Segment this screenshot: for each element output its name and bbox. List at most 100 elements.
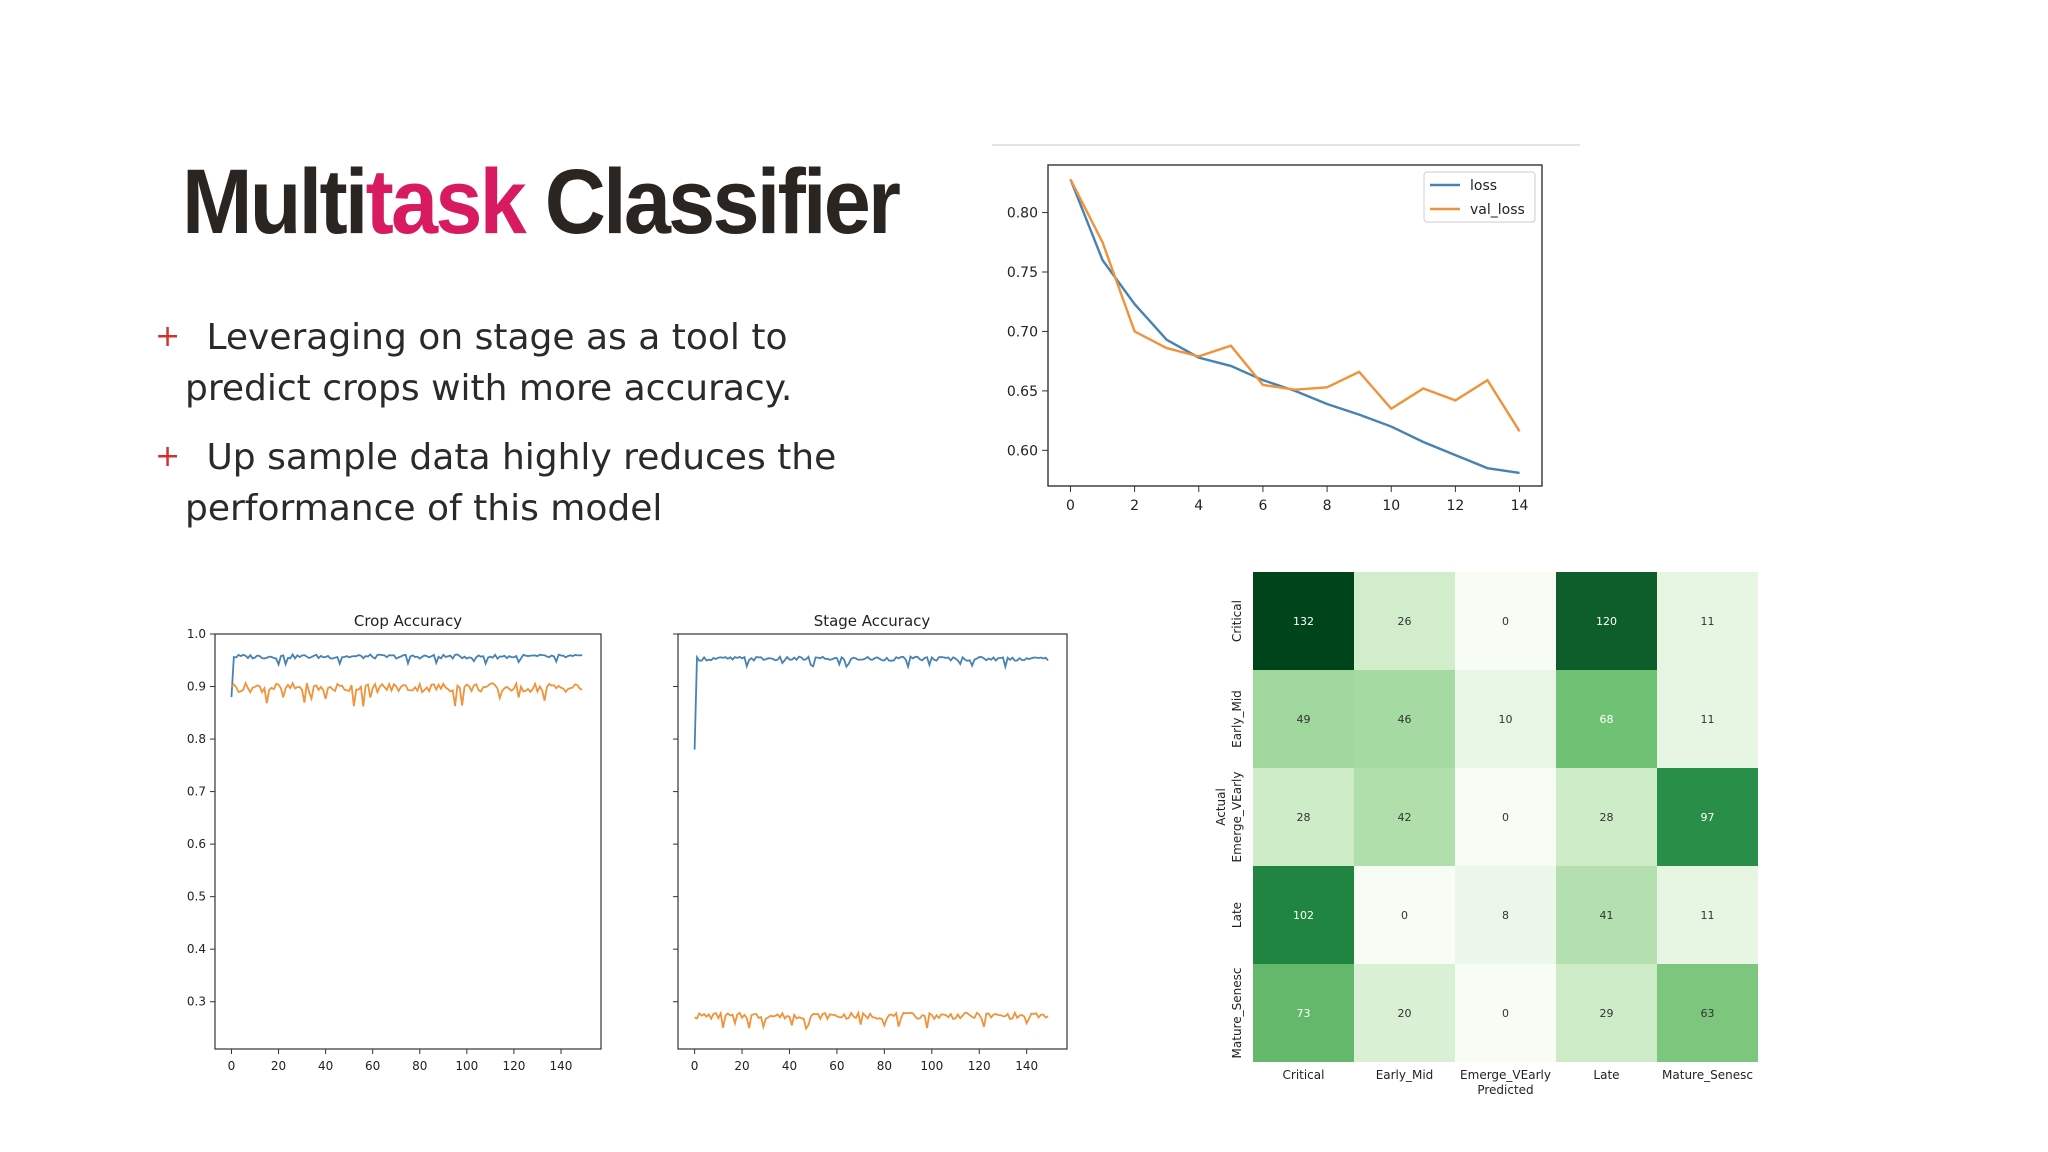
y-tick-label: 0.9	[187, 680, 206, 694]
bullet-line: Up sample data highly reduces the	[195, 437, 837, 478]
x-tick-label: 140	[1015, 1059, 1038, 1073]
x-tick-label: 10	[1382, 498, 1400, 514]
heatmap-cell-value: 73	[1297, 1007, 1311, 1020]
chart-title: Stage Accuracy	[814, 612, 931, 630]
heatmap-cell-value: 0	[1502, 615, 1509, 628]
x-tick-label: 100	[455, 1059, 478, 1073]
heatmap-cell-value: 28	[1297, 811, 1311, 824]
x-tick-label: 60	[365, 1059, 380, 1073]
heatmap-cell	[1657, 572, 1758, 670]
x-tick-label: 20	[271, 1059, 286, 1073]
y-tick-label: 0.60	[1007, 443, 1038, 459]
chart-title: Crop Accuracy	[354, 612, 462, 630]
y-tick-label: 0.7	[187, 785, 206, 799]
heatmap-col-label: Late	[1593, 1068, 1619, 1082]
x-tick-label: 120	[968, 1059, 991, 1073]
heatmap-row-label: Late	[1230, 902, 1244, 928]
y-tick-label: 0.65	[1007, 384, 1038, 400]
x-tick-label: 80	[877, 1059, 892, 1073]
x-tick-label: 8	[1323, 498, 1332, 514]
heatmap-cell	[1455, 866, 1556, 964]
bullet-item: + Up sample data highly reduces the perf…	[155, 432, 855, 534]
series-line-val_loss	[1069, 178, 1521, 432]
bullet-text: Up sample data highly reduces the perfor…	[185, 432, 837, 534]
bullet-item: + Leveraging on stage as a tool to predi…	[155, 312, 855, 414]
y-tick-label: 0.3	[187, 995, 206, 1009]
heatmap-cell	[1657, 866, 1758, 964]
heatmap-cell-value: 11	[1701, 615, 1715, 628]
heatmap-cell-value: 26	[1398, 615, 1412, 628]
legend-label: loss	[1470, 178, 1497, 194]
y-tick-label: 0.70	[1007, 324, 1038, 340]
accuracy-series-line	[694, 1010, 1049, 1031]
heatmap-cell-value: 0	[1401, 909, 1408, 922]
heatmap-cell	[1455, 670, 1556, 768]
accuracy-plot-frame	[214, 633, 602, 1050]
heatmap-cell	[1556, 768, 1657, 866]
heatmap-cell-value: 46	[1398, 713, 1412, 726]
heatmap-cell-value: 0	[1502, 1007, 1509, 1020]
y-tick-label: 0.80	[1007, 206, 1038, 222]
y-tick-label: 0.75	[1007, 265, 1038, 281]
heatmap-cell	[1657, 670, 1758, 768]
heatmap-cell	[1657, 768, 1758, 866]
heatmap-cell-value: 102	[1293, 909, 1314, 922]
heatmap-row-label: Emerge_VEarly	[1230, 772, 1244, 863]
bullet-text: Leveraging on stage as a tool to predict…	[185, 312, 792, 414]
heatmap-x-axis-label: Predicted	[1477, 1083, 1533, 1097]
legend-label: val_loss	[1470, 202, 1525, 218]
heatmap-cell	[1354, 572, 1455, 670]
heatmap-cell-value: 29	[1600, 1007, 1614, 1020]
heatmap-col-label: Emerge_VEarly	[1460, 1068, 1551, 1082]
bullet-line: Leveraging on stage as a tool to	[195, 317, 788, 358]
x-tick-label: 0	[691, 1059, 699, 1073]
heatmap-y-axis-label: Actual	[1214, 788, 1228, 826]
heatmap-cell-value: 68	[1600, 713, 1614, 726]
heatmap-col-label: Mature_Senesc	[1662, 1068, 1753, 1082]
heatmap-cell	[1556, 866, 1657, 964]
accuracy-series-line	[693, 654, 1049, 750]
heatmap-cell-value: 11	[1701, 713, 1715, 726]
x-tick-label: 12	[1446, 498, 1464, 514]
bullet-line: performance of this model	[185, 488, 663, 529]
y-tick-label: 0.5	[187, 890, 206, 904]
x-tick-label: 2	[1130, 498, 1139, 514]
accuracy-series-line	[230, 652, 583, 698]
heatmap-cell	[1455, 768, 1556, 866]
x-tick-label: 140	[550, 1059, 573, 1073]
heatmap-cell	[1354, 670, 1455, 768]
plus-icon: +	[155, 439, 181, 474]
divider-line	[992, 144, 1580, 146]
heatmap-cell-value: 49	[1297, 713, 1311, 726]
x-tick-label: 20	[734, 1059, 749, 1073]
x-tick-label: 80	[412, 1059, 427, 1073]
heatmap-cell	[1556, 964, 1657, 1062]
heatmap-cell	[1253, 572, 1354, 670]
heatmap-col-label: Early_Mid	[1376, 1068, 1434, 1082]
y-tick-label: 1.0	[187, 627, 206, 641]
heatmap-cell-value: 42	[1398, 811, 1412, 824]
title-accent: task	[365, 151, 527, 253]
heatmap-cell	[1354, 866, 1455, 964]
heatmap-cell	[1253, 670, 1354, 768]
page-title: Multitask Classifier	[182, 150, 901, 255]
bullet-line: predict crops with more accuracy.	[185, 368, 793, 409]
title-suffix: Classifier	[523, 151, 901, 253]
heatmap-cell-value: 0	[1502, 811, 1509, 824]
accuracy-plot-frame	[677, 633, 1068, 1050]
heatmap-cell-value: 41	[1600, 909, 1614, 922]
heatmap-row-label: Early_Mid	[1230, 690, 1244, 748]
y-tick-label: 0.8	[187, 732, 206, 746]
x-tick-label: 60	[829, 1059, 844, 1073]
heatmap-cell-value: 63	[1701, 1007, 1715, 1020]
x-tick-label: 120	[502, 1059, 525, 1073]
x-tick-label: 40	[782, 1059, 797, 1073]
heatmap-cell-value: 20	[1398, 1007, 1412, 1020]
heatmap-cell	[1455, 964, 1556, 1062]
heatmap-cell	[1354, 768, 1455, 866]
heatmap-cell	[1556, 670, 1657, 768]
accuracy-series-line	[230, 680, 583, 707]
heatmap-cell	[1556, 572, 1657, 670]
heatmap-cell	[1253, 964, 1354, 1062]
